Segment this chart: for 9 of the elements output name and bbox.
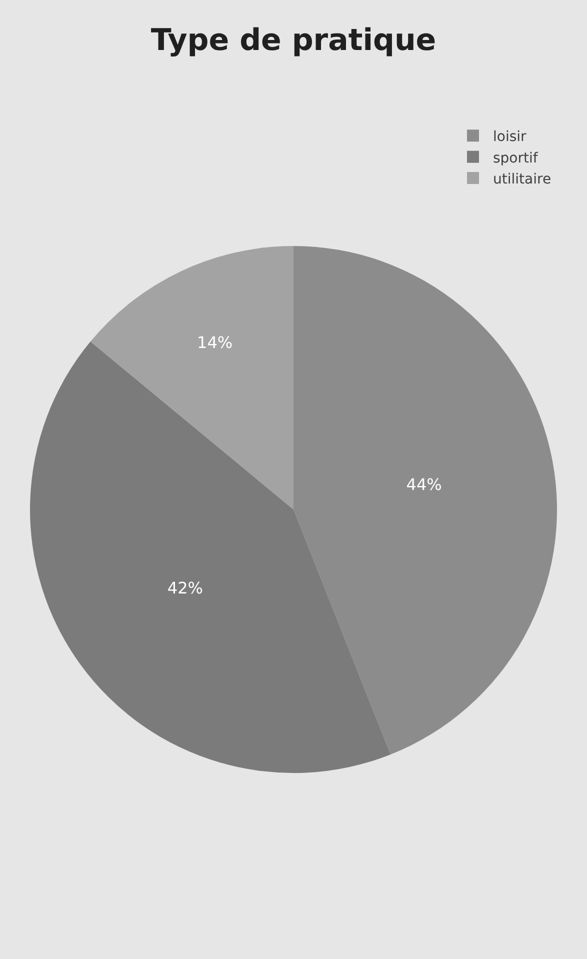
legend-label: sportif [493, 150, 539, 166]
pie-slice [90, 246, 294, 510]
chart-title: Type de pratique [150, 22, 436, 58]
pie-slice [294, 246, 556, 754]
legend-label: loisir [493, 129, 527, 146]
legend-label: utilitaire [493, 171, 552, 188]
data-label: 44% [406, 475, 442, 494]
data-label: 42% [167, 578, 203, 598]
data-label: 14% [197, 332, 233, 352]
